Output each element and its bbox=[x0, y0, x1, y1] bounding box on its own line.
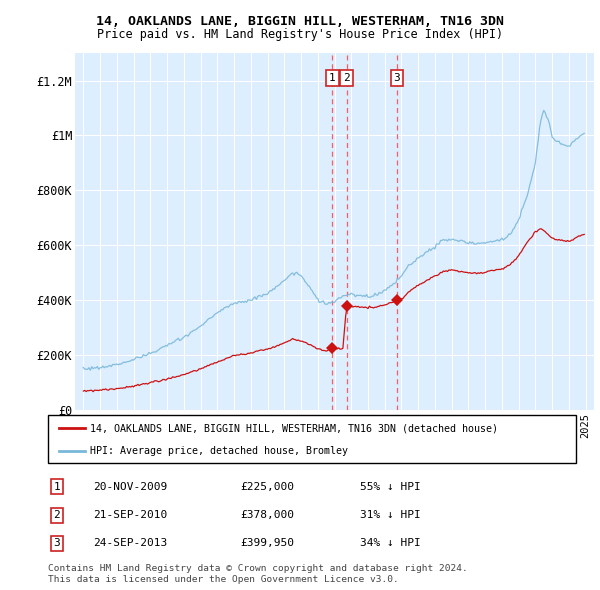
Text: £378,000: £378,000 bbox=[240, 510, 294, 520]
Text: 3: 3 bbox=[53, 539, 61, 548]
Text: 55% ↓ HPI: 55% ↓ HPI bbox=[360, 482, 421, 491]
Text: 20-NOV-2009: 20-NOV-2009 bbox=[93, 482, 167, 491]
Text: £399,950: £399,950 bbox=[240, 539, 294, 548]
Text: 31% ↓ HPI: 31% ↓ HPI bbox=[360, 510, 421, 520]
Text: Contains HM Land Registry data © Crown copyright and database right 2024.: Contains HM Land Registry data © Crown c… bbox=[48, 565, 468, 573]
Text: 2: 2 bbox=[343, 73, 350, 83]
Text: 2: 2 bbox=[53, 510, 61, 520]
Text: £225,000: £225,000 bbox=[240, 482, 294, 491]
Text: This data is licensed under the Open Government Licence v3.0.: This data is licensed under the Open Gov… bbox=[48, 575, 399, 584]
Text: 14, OAKLANDS LANE, BIGGIN HILL, WESTERHAM, TN16 3DN: 14, OAKLANDS LANE, BIGGIN HILL, WESTERHA… bbox=[96, 15, 504, 28]
Text: 1: 1 bbox=[53, 482, 61, 491]
Text: 1: 1 bbox=[329, 73, 336, 83]
Text: Price paid vs. HM Land Registry's House Price Index (HPI): Price paid vs. HM Land Registry's House … bbox=[97, 28, 503, 41]
Text: 14, OAKLANDS LANE, BIGGIN HILL, WESTERHAM, TN16 3DN (detached house): 14, OAKLANDS LANE, BIGGIN HILL, WESTERHA… bbox=[90, 423, 498, 433]
Text: 3: 3 bbox=[394, 73, 400, 83]
Text: 34% ↓ HPI: 34% ↓ HPI bbox=[360, 539, 421, 548]
Text: HPI: Average price, detached house, Bromley: HPI: Average price, detached house, Brom… bbox=[90, 446, 348, 456]
Text: 24-SEP-2013: 24-SEP-2013 bbox=[93, 539, 167, 548]
Text: 21-SEP-2010: 21-SEP-2010 bbox=[93, 510, 167, 520]
